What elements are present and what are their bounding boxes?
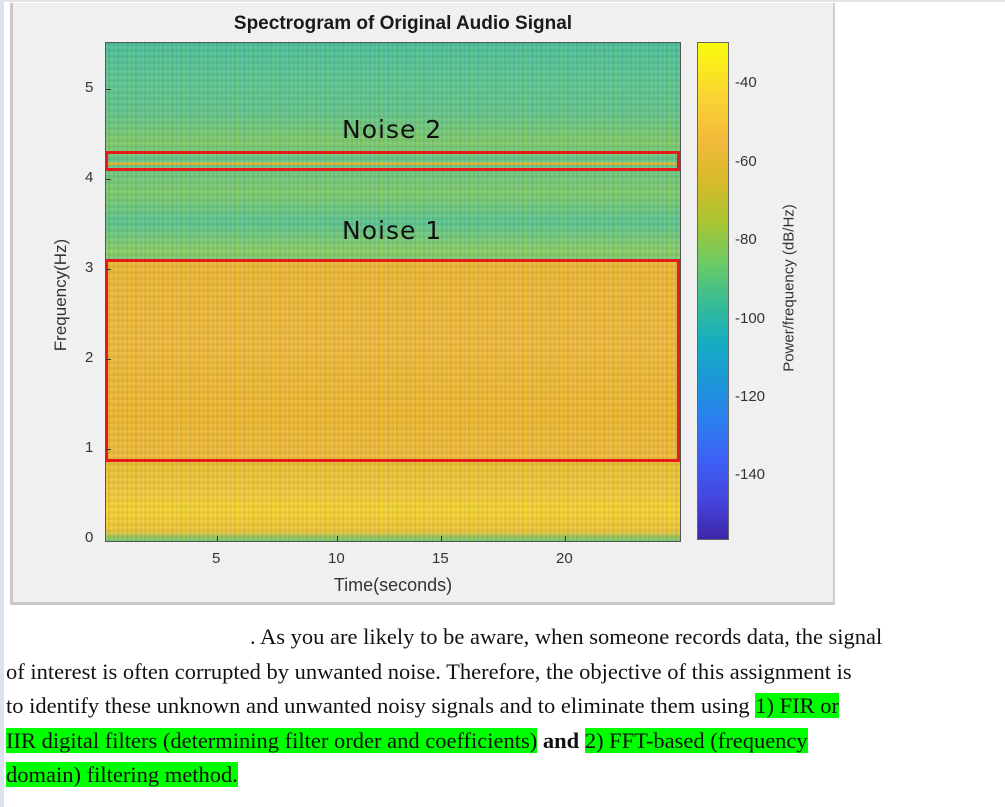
noise2-box [106,151,680,171]
x-axis-label: Time(seconds) [333,575,453,595]
noise1-label: Noise 1 [342,216,443,245]
noise2-label: Noise 2 [342,115,443,144]
chart-title: Spectrogram of Original Audio Signal [233,13,573,34]
y-axis-label: Frequency(Hz) [51,238,70,352]
colorbar-tick-label: -120 [735,388,766,405]
x-tick-label: 5 [212,550,221,567]
bold-and: and [537,727,585,753]
colorbar-label: Power/frequency (dB/Hz) [780,204,798,372]
highlight-fir-iir: 1) FIR or [755,693,840,718]
x-tick-label: 15 [432,550,449,567]
highlight-frequency-domain: domain) filtering method. [6,762,238,787]
spectrogram-figure: Spectrogram of Original Audio Signal Noi… [10,3,835,605]
y-tick-label: 0 [85,529,94,546]
x-tick-label: 10 [328,550,345,567]
paragraph-line-3: to identify these unknown and unwanted n… [6,693,756,718]
colorbar-tick-label: -140 [735,466,766,483]
colorbar-tick-label: -80 [735,231,757,248]
y-tick-label: 3 [85,259,94,276]
assignment-paragraph: . As you are likely to be aware, when so… [6,620,988,793]
colorbar-tick-label: -60 [735,153,757,170]
paragraph-line-1: . As you are likely to be aware, when so… [250,624,883,649]
y-tick-label: 2 [85,349,94,366]
paragraph-line-2: of interest is often corrupted by unwant… [6,658,852,684]
x-tick-label: 20 [556,550,573,567]
colorbar-tick-label: -100 [735,310,766,327]
colorbar [697,42,729,540]
y-tick-label: 5 [85,79,94,96]
highlight-fft-based: 2) FFT-based (frequency [584,727,808,753]
top-border [0,0,1005,2]
noise1-box [106,259,680,462]
highlight-digital-filters: IIR digital filters (determining filter … [6,727,538,753]
y-tick-label: 4 [85,169,94,186]
spectrogram-plot-area: Noise 2 Noise 1 [105,42,681,542]
y-tick-label: 1 [85,439,94,456]
left-page-edge [0,0,4,807]
colorbar-tick-label: -40 [735,74,757,91]
